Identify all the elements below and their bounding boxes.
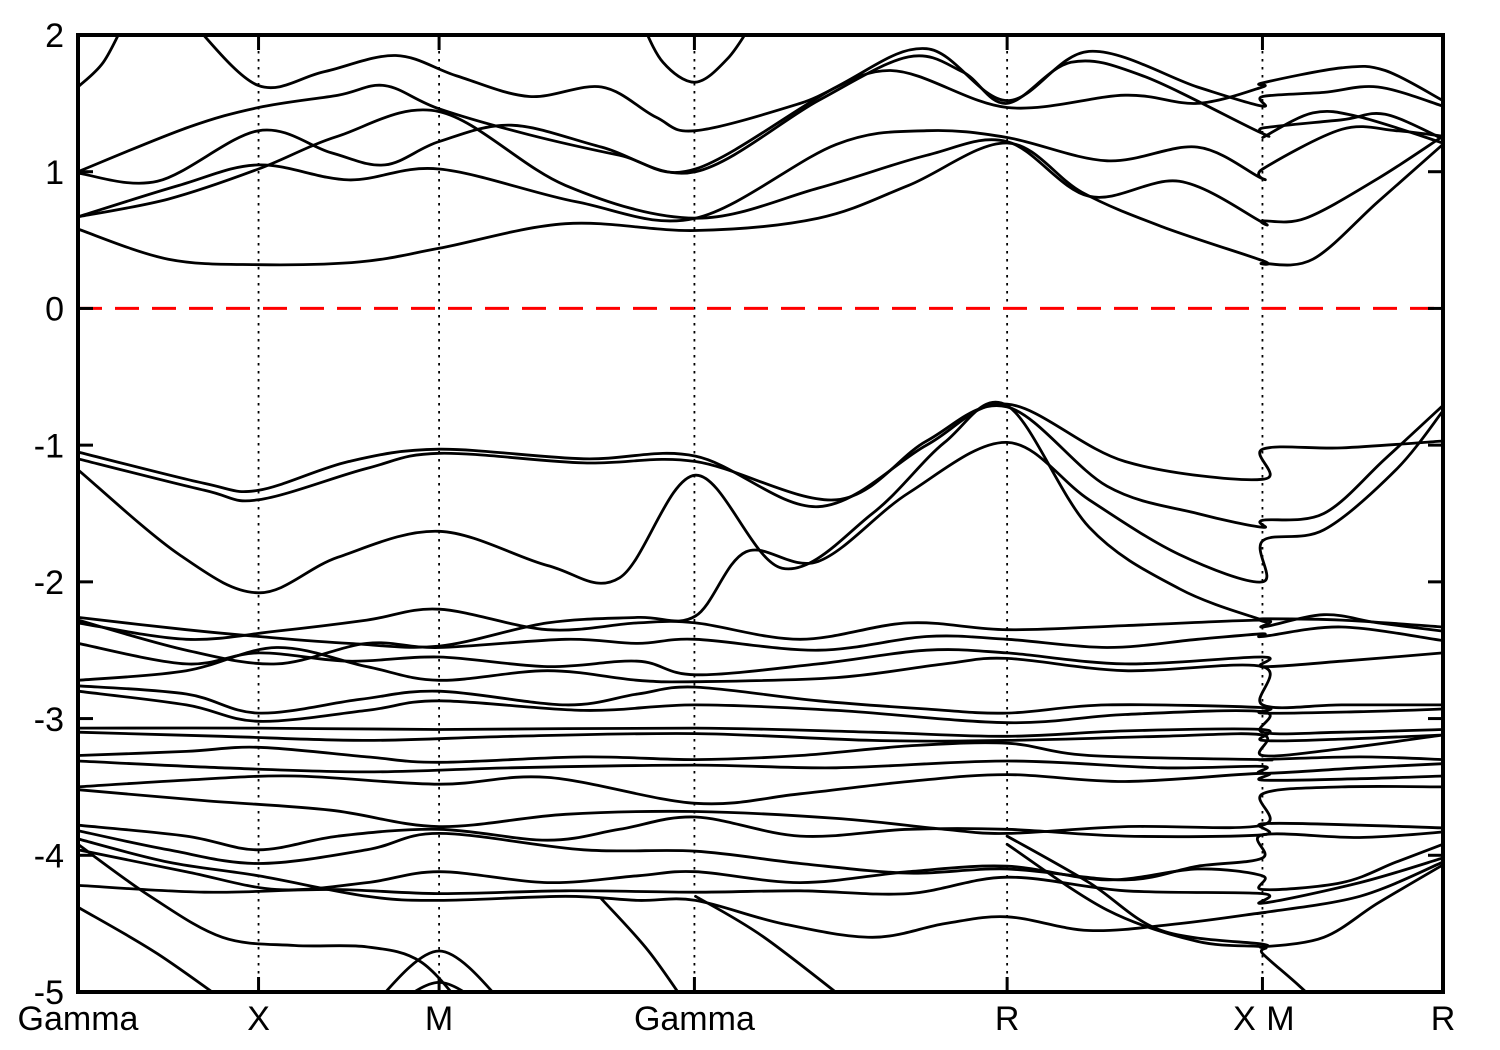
energy-bands bbox=[78, 35, 1443, 992]
plot-border bbox=[76, 33, 1445, 994]
band-07 bbox=[1261, 109, 1443, 145]
y-tick-label: -2 bbox=[34, 564, 64, 602]
band-21 bbox=[78, 730, 1443, 758]
y-tick-label: 0 bbox=[45, 291, 64, 329]
band-35 bbox=[383, 949, 495, 992]
band-31 bbox=[1005, 834, 1443, 949]
x-tick-label: R bbox=[1431, 1000, 1456, 1038]
y-tick-label: -5 bbox=[34, 974, 64, 1012]
band-10 bbox=[78, 402, 1443, 509]
band-38 bbox=[694, 894, 838, 992]
x-tick-label: X bbox=[247, 1000, 270, 1038]
x-tick-label: X bbox=[1233, 1000, 1256, 1038]
band-01 bbox=[78, 141, 1443, 267]
y-tick-label: -1 bbox=[34, 427, 64, 465]
band-12 bbox=[78, 409, 1443, 649]
x-tick-label: M bbox=[1266, 1000, 1294, 1038]
y-tick-label: -4 bbox=[34, 838, 64, 876]
band-34 bbox=[78, 905, 215, 992]
band-20 bbox=[78, 726, 1443, 743]
band-30 bbox=[78, 837, 1443, 939]
y-tick-label: 2 bbox=[45, 17, 64, 55]
band-14 bbox=[78, 607, 1443, 641]
tick-marks bbox=[76, 33, 1445, 994]
y-tick-label: 1 bbox=[45, 154, 64, 192]
band-08 bbox=[78, 35, 120, 89]
x-tick-label: Gamma bbox=[634, 1000, 755, 1038]
band-37 bbox=[600, 897, 680, 992]
band-24 bbox=[78, 771, 1443, 806]
band-32 bbox=[1005, 842, 1308, 992]
band-26 bbox=[78, 815, 1443, 852]
band-16 bbox=[78, 642, 1443, 677]
band-03 bbox=[78, 125, 1443, 223]
band-28 bbox=[78, 842, 1443, 892]
band-25 bbox=[78, 785, 1443, 835]
band-09 bbox=[645, 35, 747, 84]
band-18 bbox=[78, 684, 1443, 715]
band-22 bbox=[78, 741, 1443, 764]
y-tick-label: -3 bbox=[34, 701, 64, 739]
band-13 bbox=[78, 400, 1443, 629]
x-tick-label: R bbox=[995, 1000, 1020, 1038]
x-tick-label: Gamma bbox=[18, 1000, 139, 1038]
band-02 bbox=[78, 108, 1443, 227]
band-19 bbox=[78, 689, 1443, 736]
band-06 bbox=[201, 35, 1443, 133]
band-27 bbox=[78, 829, 1443, 882]
band-17 bbox=[78, 646, 1443, 710]
x-tick-label: M bbox=[425, 1000, 453, 1038]
band-11 bbox=[78, 404, 1443, 529]
band-33 bbox=[78, 842, 453, 992]
band-15 bbox=[78, 618, 1443, 666]
